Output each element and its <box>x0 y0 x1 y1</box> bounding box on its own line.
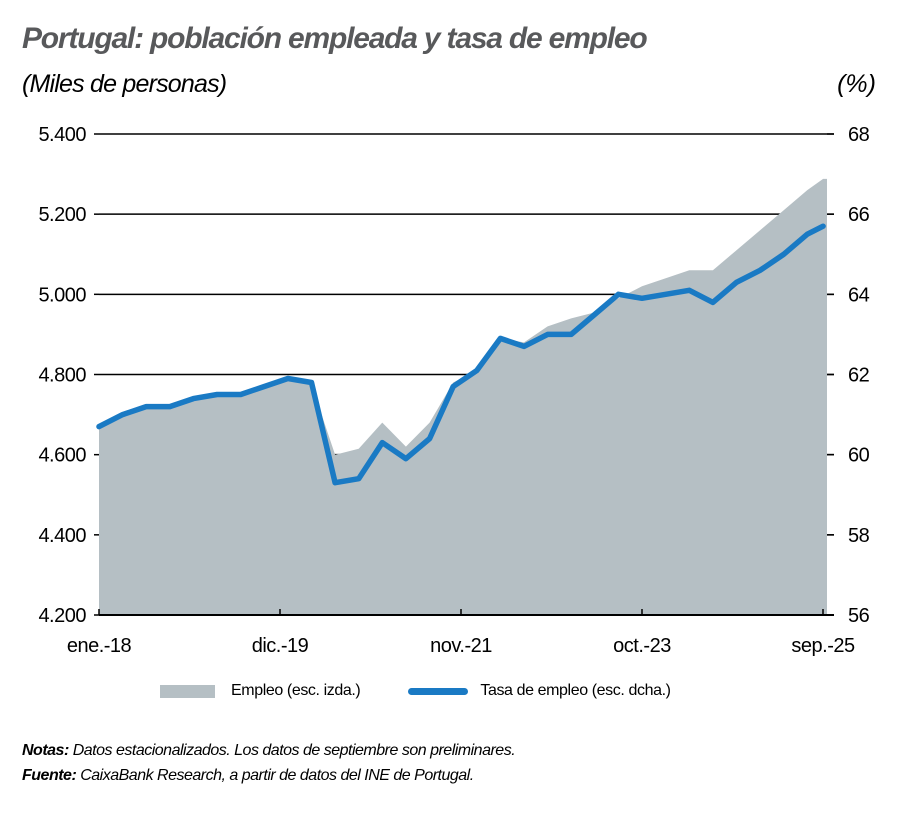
legend-label-rate: Tasa de empleo (esc. dcha.) <box>480 682 671 699</box>
source-line: Fuente: CaixaBank Research, a partir de … <box>22 763 515 788</box>
left-axis-ticks: 4.200 4.400 4.600 4.800 5.000 5.200 5.400 <box>38 124 86 627</box>
employment-area <box>99 178 827 615</box>
x-tick-label: ene.-18 <box>67 635 132 657</box>
notes-line: Notas: Datos estacionalizados. Los datos… <box>22 738 516 763</box>
legend-label-employment: Empleo (esc. izda.) <box>231 682 361 699</box>
x-tick-label: sep.-25 <box>791 635 855 657</box>
x-axis-ticks: ene.-18 dic.-19 nov.-21 oct.-23 sep.-25 <box>67 609 855 657</box>
source-label: Fuente: <box>22 767 77 784</box>
right-axis-ticks: 56 58 60 62 64 66 68 <box>848 124 870 627</box>
left-tick-label: 5.200 <box>38 204 86 226</box>
left-tick-label: 4.800 <box>38 365 86 387</box>
right-tick-label: 62 <box>848 365 870 387</box>
legend-item-employment: Empleo (esc. izda.) <box>160 682 361 700</box>
left-tick-label: 5.400 <box>38 124 86 146</box>
employment-rate-line <box>96 223 826 486</box>
area-swatch-icon <box>160 684 215 698</box>
right-tick-label: 58 <box>848 525 870 547</box>
right-tick-label: 68 <box>848 124 870 146</box>
left-tick-label: 4.600 <box>38 445 86 467</box>
right-tick-label: 60 <box>848 445 870 467</box>
legend: Empleo (esc. izda.) Tasa de empleo (esc.… <box>160 682 719 700</box>
left-tick-label: 4.200 <box>38 605 86 627</box>
x-tick-label: nov.-21 <box>430 635 492 657</box>
right-axis-unit: (%) <box>837 70 876 98</box>
footnotes: Notas: Datos estacionalizados. Los datos… <box>22 738 516 788</box>
left-axis-unit: (Miles de personas) <box>22 70 227 98</box>
x-tick-label: dic.-19 <box>252 635 309 657</box>
legend-item-rate: Tasa de empleo (esc. dcha.) <box>408 682 671 700</box>
line-swatch-icon <box>408 687 469 695</box>
x-tick-label: oct.-23 <box>613 635 671 657</box>
source-text: CaixaBank Research, a partir de datos de… <box>76 767 474 784</box>
left-tick-label: 4.400 <box>38 525 86 547</box>
right-tick-label: 64 <box>848 284 870 306</box>
right-tick-label: 56 <box>848 605 870 627</box>
chart-plot: 4.200 4.400 4.600 4.800 5.000 5.200 5.400 56 58… <box>38 124 870 657</box>
right-tick-label: 66 <box>848 204 870 226</box>
chart-title: Portugal: población empleada y tasa de e… <box>22 22 648 55</box>
notes-text: Datos estacionalizados. Los datos de sep… <box>68 742 516 759</box>
notes-label: Notas: <box>22 742 69 759</box>
left-tick-label: 5.000 <box>38 284 86 306</box>
